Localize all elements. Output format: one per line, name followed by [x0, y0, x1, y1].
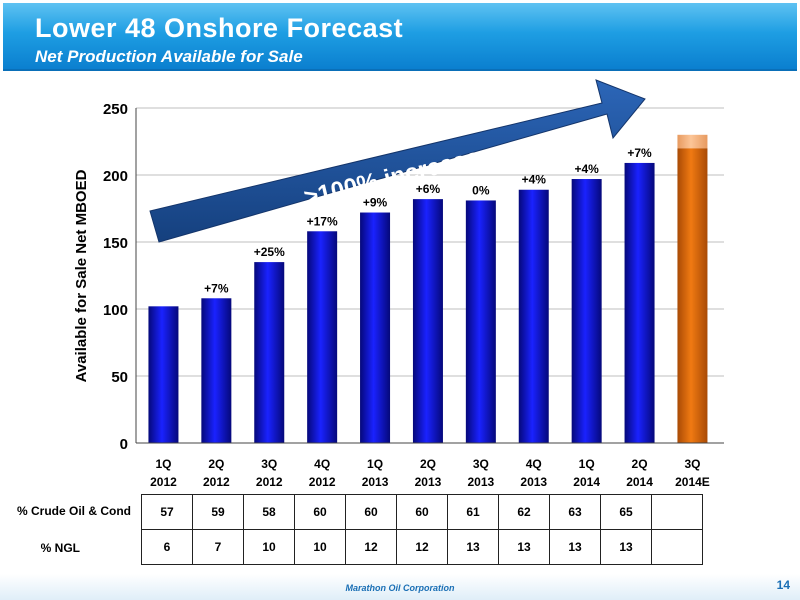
bar — [571, 179, 602, 443]
table-row-crude: 57 59 58 60 60 60 61 62 63 65 — [141, 494, 703, 530]
growth-label: +4% — [522, 173, 547, 187]
growth-label: 0% — [472, 183, 490, 197]
growth-label: +6% — [416, 182, 441, 196]
x-tick-label-quarter: 1Q — [579, 457, 595, 471]
table-cell: 60 — [345, 494, 397, 530]
bar-estimate-range — [677, 134, 708, 149]
x-tick-label-quarter: 3Q — [261, 457, 277, 471]
increase-arrow: >100% increase — [149, 79, 646, 243]
table-cell: 13 — [549, 529, 601, 565]
table-cell: 61 — [447, 494, 499, 530]
table-cell: 62 — [498, 494, 550, 530]
table-cell: 10 — [243, 529, 295, 565]
x-tick-label-year: 2012 — [256, 475, 283, 489]
growth-label: +9% — [363, 196, 388, 210]
y-tick-label: 100 — [103, 302, 128, 319]
bar — [518, 189, 549, 443]
table-cell: 65 — [600, 494, 652, 530]
x-tick-label-quarter: 4Q — [526, 457, 542, 471]
y-tick-label: 250 — [103, 101, 128, 118]
y-tick-label: 50 — [111, 369, 128, 386]
x-tick-label-year: 2014 — [573, 475, 600, 489]
x-tick-label-year: 2012 — [309, 475, 336, 489]
bar — [307, 231, 338, 443]
slide-header: Lower 48 Onshore Forecast Net Production… — [3, 3, 797, 71]
table-cell: 6 — [141, 529, 193, 565]
table-cell: 12 — [396, 529, 448, 565]
x-tick-label-year: 2013 — [520, 475, 547, 489]
x-tick-label-quarter: 1Q — [155, 457, 171, 471]
growth-label: +7% — [204, 281, 229, 295]
table-cell: 59 — [192, 494, 244, 530]
y-tick-label: 150 — [103, 235, 128, 252]
bar — [201, 298, 232, 443]
y-tick-label: 200 — [103, 168, 128, 185]
y-tick-label: 0 — [120, 436, 128, 453]
page-number: 14 — [776, 578, 790, 592]
table-cell: 10 — [294, 529, 346, 565]
y-axis-label: Available for Sale Net MBOED — [73, 169, 90, 382]
bar-estimate — [677, 148, 708, 443]
table-cell — [651, 529, 703, 565]
table-cell: 7 — [192, 529, 244, 565]
bar — [254, 262, 285, 443]
growth-label: +17% — [307, 214, 338, 228]
table-cell: 58 — [243, 494, 295, 530]
table-cell: 60 — [294, 494, 346, 530]
table-cell: 13 — [447, 529, 499, 565]
x-tick-label-year: 2012 — [203, 475, 230, 489]
table-row-ngl: 6 7 10 10 12 12 13 13 13 13 — [141, 529, 703, 565]
table-cell: 63 — [549, 494, 601, 530]
bar — [360, 212, 391, 443]
x-tick-label-quarter: 3Q — [473, 457, 489, 471]
x-tick-label-year: 2013 — [362, 475, 389, 489]
x-tick-label-year: 2013 — [467, 475, 494, 489]
x-tick-label-quarter: 4Q — [314, 457, 330, 471]
bar — [465, 200, 496, 443]
bar — [148, 306, 179, 443]
growth-label: +4% — [574, 162, 599, 176]
x-tick-label-quarter: 1Q — [367, 457, 383, 471]
production-bar-chart: 0 50 100 150 200 250 +7% +25% +17% +9% +6% 0% +4% +4… — [73, 79, 724, 489]
x-tick-label-year: 2014E — [675, 475, 710, 489]
table-cell: 57 — [141, 494, 193, 530]
x-tick-label-year: 2014 — [626, 475, 653, 489]
table-cell: 13 — [498, 529, 550, 565]
table-cell — [651, 494, 703, 530]
row-label-ngl: % NGL — [40, 541, 80, 555]
slide-title: Lower 48 Onshore Forecast — [35, 13, 404, 43]
footer-company: Marathon Oil Corporation — [345, 583, 455, 593]
x-tick-label-year: 2013 — [415, 475, 442, 489]
slide-subtitle: Net Production Available for Sale — [35, 47, 303, 66]
x-tick-label-quarter: 2Q — [208, 457, 224, 471]
footer-bar — [0, 574, 800, 600]
table-cell: 60 — [396, 494, 448, 530]
composition-table: 57 59 58 60 60 60 61 62 63 65 6 7 10 10 12 12 13 13 13 13 — [141, 494, 703, 565]
bar — [624, 162, 655, 443]
x-tick-label-quarter: 2Q — [632, 457, 648, 471]
growth-label: +25% — [254, 245, 285, 259]
table-cell: 12 — [345, 529, 397, 565]
row-label-crude: % Crude Oil & Cond — [17, 504, 131, 518]
x-tick-label-quarter: 3Q — [684, 457, 700, 471]
x-tick-label-year: 2012 — [150, 475, 177, 489]
growth-label: +7% — [627, 146, 652, 160]
x-tick-label-quarter: 2Q — [420, 457, 436, 471]
bar — [412, 199, 443, 443]
table-cell: 13 — [600, 529, 652, 565]
